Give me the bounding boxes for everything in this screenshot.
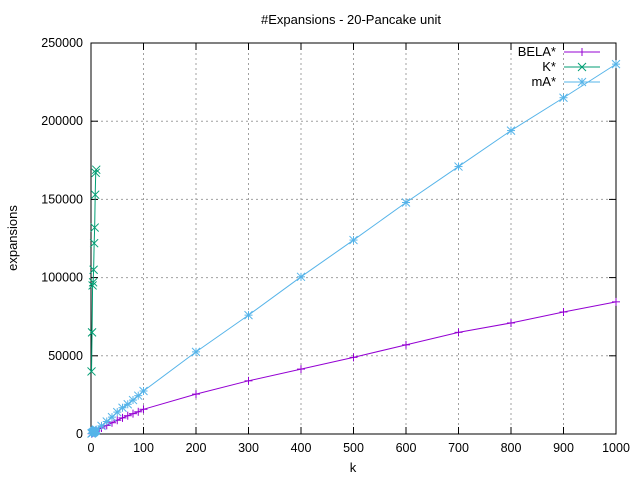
x-tick-label: 400 bbox=[291, 441, 312, 455]
data-point-ma bbox=[128, 395, 138, 405]
y-tick-label: 150000 bbox=[41, 192, 83, 206]
data-point-ma bbox=[102, 417, 112, 426]
data-point-k bbox=[88, 277, 98, 287]
legend-label-ma: mA* bbox=[531, 74, 556, 89]
data-point-bela bbox=[244, 376, 253, 385]
data-point-bela bbox=[349, 353, 358, 362]
series-layer bbox=[87, 59, 621, 438]
x-tick-label: 600 bbox=[396, 441, 417, 455]
data-point-ma bbox=[559, 93, 568, 103]
legend-marker-ma bbox=[577, 77, 587, 87]
x-tick-label: 800 bbox=[501, 441, 522, 455]
data-point-k bbox=[87, 327, 97, 337]
data-point-ma bbox=[349, 235, 358, 245]
data-point-bela bbox=[123, 411, 132, 420]
series-line-k bbox=[91, 169, 97, 372]
x-tick-label: 700 bbox=[448, 441, 469, 455]
data-point-k bbox=[87, 367, 96, 376]
data-point-k bbox=[88, 281, 97, 290]
data-point-ma bbox=[97, 421, 106, 431]
data-point-ma bbox=[191, 347, 201, 357]
y-tick-label: 50000 bbox=[48, 349, 83, 363]
x-tick-label: 500 bbox=[343, 441, 364, 455]
chart-title: #Expansions - 20-Pancake unit bbox=[261, 12, 441, 27]
data-point-ma bbox=[611, 59, 621, 69]
data-point-bela bbox=[192, 390, 200, 399]
data-point-bela bbox=[297, 365, 305, 374]
data-point-ma bbox=[454, 162, 463, 171]
x-tick-label: 900 bbox=[553, 441, 574, 455]
data-point-k bbox=[90, 190, 100, 200]
series-ma bbox=[87, 59, 621, 438]
data-point-k bbox=[89, 265, 98, 275]
data-point-bela bbox=[129, 409, 137, 418]
data-point-ma bbox=[296, 272, 306, 282]
x-tick-label: 300 bbox=[238, 441, 259, 455]
legend-label-k: K* bbox=[542, 59, 556, 74]
y-tick-label: 100000 bbox=[41, 271, 83, 285]
data-point-ma bbox=[118, 403, 127, 413]
data-point-bela bbox=[134, 407, 143, 416]
y-tick-label: 200000 bbox=[41, 114, 83, 128]
legend-marker-k bbox=[577, 62, 587, 72]
data-point-k bbox=[89, 238, 99, 248]
y-tick-label: 250000 bbox=[41, 36, 83, 50]
data-point-ma bbox=[91, 425, 101, 434]
data-point-bela bbox=[612, 297, 620, 306]
data-point-bela bbox=[507, 318, 515, 327]
data-point-ma bbox=[139, 386, 148, 396]
x-axis-label: k bbox=[350, 460, 357, 475]
data-point-ma bbox=[506, 126, 516, 135]
data-point-k bbox=[90, 223, 100, 232]
legend: BELA*K*mA* bbox=[518, 44, 600, 89]
legend-marker-bela bbox=[578, 48, 586, 56]
data-point-ma bbox=[123, 399, 133, 409]
data-point-bela bbox=[118, 413, 127, 422]
data-point-k bbox=[91, 165, 101, 175]
data-point-bela bbox=[454, 328, 463, 337]
y-tick-label: 0 bbox=[76, 427, 83, 441]
x-tick-label: 1000 bbox=[602, 441, 630, 455]
x-tick-label: 200 bbox=[186, 441, 207, 455]
data-point-bela bbox=[139, 405, 148, 414]
series-k bbox=[87, 165, 101, 376]
axis-ticks: 0 100 200 300 400 500 600 700 800 900 1000 0 50000 10… bbox=[41, 36, 630, 455]
x-tick-label: 0 bbox=[88, 441, 95, 455]
x-tick-label: 100 bbox=[133, 441, 154, 455]
data-point-bela bbox=[402, 340, 410, 349]
data-point-k bbox=[91, 168, 101, 178]
data-point-ma bbox=[112, 407, 122, 417]
data-point-bela bbox=[559, 308, 568, 317]
data-point-ma bbox=[244, 310, 253, 320]
legend-label-bela: BELA* bbox=[518, 44, 556, 59]
y-axis-label: expansions bbox=[5, 205, 20, 271]
data-point-ma bbox=[401, 198, 411, 207]
